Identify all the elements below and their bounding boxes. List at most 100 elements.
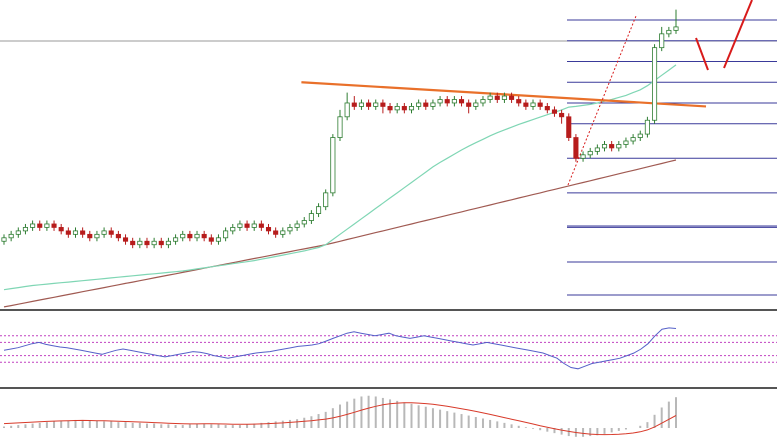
candle-down xyxy=(158,240,164,246)
candle-down xyxy=(144,240,150,246)
candle-up xyxy=(30,223,36,228)
candle-down xyxy=(380,102,386,107)
candle-down xyxy=(37,223,43,228)
candle-up xyxy=(530,102,536,107)
candle-down xyxy=(559,112,565,118)
rsi-line xyxy=(3,327,677,370)
candle-up xyxy=(580,154,586,159)
candle-up xyxy=(22,227,28,232)
candle-down xyxy=(201,233,207,239)
candle-down xyxy=(87,233,93,239)
candle-up xyxy=(280,230,286,235)
candle-up xyxy=(487,95,493,100)
macd-signal-line xyxy=(3,402,677,436)
candle-up xyxy=(630,137,636,142)
candle-down xyxy=(130,240,136,246)
candle-up xyxy=(294,223,300,228)
candle-up xyxy=(644,119,650,135)
candle-down xyxy=(51,223,57,228)
candle-up xyxy=(223,230,229,239)
candle-down xyxy=(444,99,450,104)
candle-down xyxy=(537,102,543,107)
candle-up xyxy=(652,47,658,121)
candle-down xyxy=(273,230,279,235)
candle-up xyxy=(330,137,336,194)
candle-up xyxy=(673,26,679,31)
candle-up xyxy=(344,102,350,118)
candle-up xyxy=(94,233,100,239)
candle-down xyxy=(115,233,121,239)
candle-down xyxy=(573,137,579,159)
candle-up xyxy=(659,33,665,49)
rsi-panel xyxy=(0,327,777,370)
candle-up xyxy=(430,102,436,107)
candle-down xyxy=(509,95,515,100)
candle-up xyxy=(215,237,222,242)
candle-down xyxy=(609,144,615,149)
candle-up xyxy=(587,150,593,156)
candle-down xyxy=(366,102,372,107)
candle-up xyxy=(594,147,600,152)
candle-up xyxy=(416,102,422,107)
candle-up xyxy=(437,99,443,104)
candle-up xyxy=(616,144,622,149)
macd-panel xyxy=(3,395,677,437)
candle-up xyxy=(480,99,486,104)
candle-up xyxy=(666,29,672,35)
candle-down xyxy=(523,102,529,107)
ma-fast-line xyxy=(3,64,677,291)
candle-up xyxy=(637,133,643,138)
candle-up xyxy=(101,230,107,235)
candle-up xyxy=(1,237,7,242)
candle-up xyxy=(151,240,157,246)
candle-down xyxy=(423,102,429,107)
candle-down xyxy=(387,106,393,111)
candle-up xyxy=(165,240,171,246)
candle-up xyxy=(173,237,179,242)
candle-down xyxy=(65,230,71,235)
candle-up xyxy=(451,99,457,104)
candle-up xyxy=(137,240,143,246)
candle-up xyxy=(194,233,200,239)
candle-up xyxy=(373,102,379,107)
candle-up xyxy=(72,230,79,235)
candle-down xyxy=(258,223,264,228)
candle-up xyxy=(473,102,479,107)
candle-up xyxy=(323,192,329,208)
candle-down xyxy=(122,237,129,242)
candle-up xyxy=(287,227,293,232)
candle-up xyxy=(394,106,400,111)
candle-up xyxy=(15,230,21,235)
candle-down xyxy=(108,230,114,235)
candle-down xyxy=(551,109,558,114)
candle-up xyxy=(316,206,322,215)
candle-up xyxy=(308,213,314,221)
candle-down xyxy=(401,106,407,111)
candle-up xyxy=(251,223,257,228)
candle-up xyxy=(180,233,186,239)
candle-up xyxy=(623,140,629,145)
candle-up xyxy=(408,106,415,111)
candle-down xyxy=(566,116,572,138)
candle-down xyxy=(544,106,550,111)
candle-down xyxy=(516,99,522,104)
candle-down xyxy=(351,102,357,107)
candle-down xyxy=(458,99,465,104)
candle-up xyxy=(44,223,50,228)
forecast-path xyxy=(695,0,753,71)
candle-down xyxy=(208,237,214,242)
candle-down xyxy=(244,223,250,228)
price-panel xyxy=(0,0,777,308)
candle-up xyxy=(8,233,14,239)
candle-down xyxy=(58,227,64,232)
candle-up xyxy=(601,144,608,149)
candle-down xyxy=(494,95,500,100)
resistance-trendline xyxy=(301,81,707,108)
candle-down xyxy=(265,227,272,232)
candle-up xyxy=(237,223,243,228)
candle-down xyxy=(466,102,472,107)
candle-down xyxy=(80,230,86,235)
candle-up xyxy=(358,102,364,107)
